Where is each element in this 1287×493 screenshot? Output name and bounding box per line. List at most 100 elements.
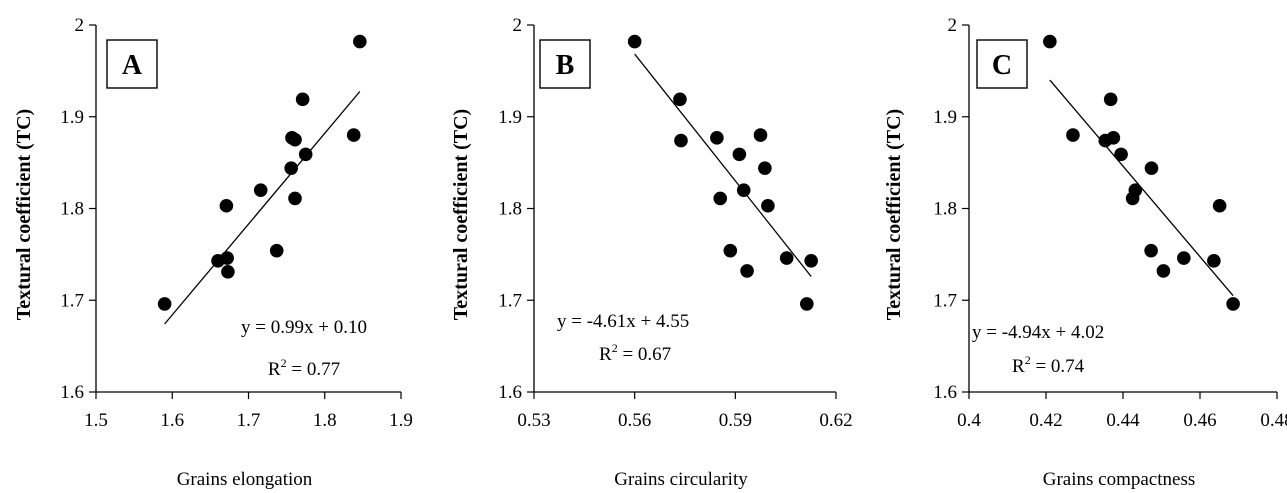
chart-2-point <box>1156 264 1171 278</box>
chart-2-x-tick-label: 0.46 <box>1183 410 1216 431</box>
chart-1-point <box>779 251 794 265</box>
chart-2-x-tick-label: 0.4 <box>957 410 981 431</box>
chart-1-point <box>753 128 768 142</box>
chart-2-point <box>1144 161 1159 175</box>
chart-1-point <box>713 191 728 206</box>
chart-0-y-tick-label: 1.7 <box>60 290 84 311</box>
chart-0-panel-label: A <box>122 50 143 81</box>
chart-0-r-squared-prefix: R <box>268 359 281 380</box>
chart-1-r-squared: R2 = 0.67 <box>599 341 671 365</box>
chart-0-point <box>269 243 284 258</box>
chart-2-y-axis-label: Textural coefficient (TC) <box>883 109 905 320</box>
chart-0-point <box>157 297 172 311</box>
chart-1-point <box>732 147 747 162</box>
chart-2-x-tick-label: 0.48 <box>1260 410 1287 431</box>
chart-1-point <box>723 243 738 258</box>
chart-2-point <box>1066 128 1080 142</box>
chart-0-point <box>221 265 235 279</box>
chart-2-y-tick-label: 1.7 <box>933 290 957 311</box>
chart-0-x-tick-label: 1.8 <box>313 410 337 431</box>
chart-1-r-squared-exponent: 2 <box>612 341 618 355</box>
chart-0-x-tick-label: 1.5 <box>84 410 108 431</box>
chart-1-r-squared-prefix: R <box>599 344 612 365</box>
chart-0-trendline <box>164 91 361 325</box>
chart-0-point <box>353 34 367 49</box>
panel-c: 1.6 1.7 1.8 1.9 2 0.4 0.42 0.44 0.46 0.48 Grains c… <box>883 15 1287 490</box>
chart-2-point <box>1226 297 1240 311</box>
chart-1-y-tick-label: 1.7 <box>498 290 522 311</box>
chart-2-point <box>1207 253 1221 268</box>
chart-0-point <box>253 183 268 197</box>
chart-1-x-tick-label: 0.59 <box>719 410 752 431</box>
chart-2-point <box>1103 92 1118 107</box>
chart-0-y-axis-label: Textural coefficient (TC) <box>13 109 35 320</box>
chart-0-x-tick-label: 1.9 <box>389 410 413 431</box>
chart-1-panel-label-box <box>539 39 591 89</box>
chart-1-x-axis-label: Grains circularity <box>614 469 748 490</box>
chart-0-x-tick-label: 1.6 <box>160 410 184 431</box>
chart-1-x-tick-label: 0.56 <box>618 410 651 431</box>
chart-1-point <box>800 297 814 311</box>
chart-0-r-squared-value: = 0.77 <box>287 359 340 380</box>
chart-2-y-tick-label: 1.9 <box>933 107 957 128</box>
chart-0-y-tick-label: 1.6 <box>60 382 84 403</box>
chart-2-y-tick-label: 1.8 <box>933 199 957 220</box>
chart-1-point <box>761 198 775 213</box>
chart-1-trendline <box>634 53 812 277</box>
chart-0-x-tick-label: 1.7 <box>237 410 261 431</box>
chart-2-y-tick-label: 2 <box>948 15 958 36</box>
chart-1-r-squared-value: = 0.67 <box>618 344 671 365</box>
chart-0-point <box>295 92 310 107</box>
chart-2-panel-label: C <box>992 50 1012 81</box>
chart-0-point <box>346 128 361 142</box>
chart-0-panel-label-box <box>106 39 158 89</box>
chart-1-point <box>740 264 754 278</box>
chart-2-x-axis-label: Grains compactness <box>1043 469 1195 490</box>
chart-0-point <box>219 198 234 213</box>
chart-0-y-tick-label: 2 <box>75 15 85 36</box>
chart-1-point <box>710 131 724 145</box>
chart-1-y-axis-label: Textural coefficient (TC) <box>450 109 472 320</box>
chart-1-x-tick-label: 0.53 <box>517 410 550 431</box>
chart-2-r-squared: R2 = 0.74 <box>1012 353 1085 377</box>
chart-1-point <box>736 183 751 197</box>
chart-1-point <box>804 253 818 268</box>
chart-1-point <box>674 133 688 148</box>
chart-1-panel-label: B <box>556 50 575 81</box>
chart-1-equation: y = -4.61x + 4.55 <box>557 311 689 332</box>
chart-2-point <box>1114 147 1128 162</box>
chart-0-x-axis-label: Grains elongation <box>177 469 313 490</box>
chart-0-point <box>284 161 299 175</box>
chart-0-point <box>298 147 313 162</box>
chart-0-y-tick-label: 1.9 <box>60 107 84 128</box>
chart-2-point <box>1043 34 1057 49</box>
chart-2-point <box>1212 198 1227 213</box>
chart-0-equation: y = 0.99x + 0.10 <box>241 317 367 338</box>
chart-2-equation: y = -4.94x + 4.02 <box>972 322 1104 343</box>
chart-1-x-tick-label: 0.62 <box>819 410 852 431</box>
chart-0-point <box>288 191 302 206</box>
chart-2-r-squared-prefix: R <box>1012 356 1025 377</box>
chart-0-r-squared-exponent: 2 <box>281 356 287 370</box>
chart-1-y-tick-label: 1.9 <box>498 107 522 128</box>
chart-2-y-tick-label: 1.6 <box>933 382 957 403</box>
chart-1-point <box>673 92 687 107</box>
chart-2-x-tick-label: 0.42 <box>1029 410 1062 431</box>
chart-0-point <box>220 251 234 265</box>
chart-2-r-squared-exponent: 2 <box>1025 353 1031 367</box>
chart-2-x-tick-label: 0.44 <box>1106 410 1140 431</box>
chart-0-point <box>288 132 302 147</box>
chart-1-point <box>758 161 772 175</box>
chart-2-point <box>1106 131 1121 145</box>
chart-2-point <box>1177 251 1191 265</box>
chart-0-y-tick-label: 1.8 <box>60 199 84 220</box>
panel-b: 1.6 1.7 1.8 1.9 2 0.53 0.56 0.59 0.62 Grains circ… <box>450 15 853 490</box>
chart-2-panel-label-box <box>976 39 1028 89</box>
chart-0-r-squared: R2 = 0.77 <box>268 356 340 380</box>
chart-2-r-squared-value: = 0.74 <box>1031 356 1085 377</box>
chart-1-point <box>627 34 642 49</box>
chart-2-point <box>1128 183 1143 197</box>
chart-2-point <box>1144 243 1158 258</box>
